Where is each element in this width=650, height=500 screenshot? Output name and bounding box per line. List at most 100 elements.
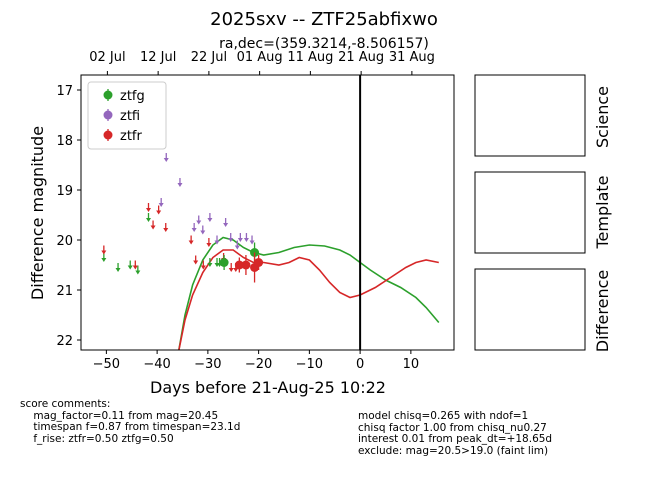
upper-limit-arrowhead [156, 210, 162, 215]
upper-limit-arrowhead [193, 260, 199, 265]
upper-limit-arrowhead [158, 203, 164, 207]
upper-limit-ztfr [101, 245, 107, 255]
upper-limit-arrowhead [132, 265, 138, 270]
upper-limit-arrowhead [206, 243, 212, 247]
upper-limit-ztfi [234, 240, 240, 250]
upper-limit-arrowhead [191, 228, 197, 232]
top-tick-label: 21 Aug [338, 50, 384, 65]
upper-limit-ztfr [193, 255, 199, 265]
detection-ztfr [250, 252, 260, 283]
upper-limit-ztfi [196, 215, 202, 225]
upper-limit-arrowhead [188, 240, 194, 245]
upper-limit-ztfi [223, 218, 229, 227]
upper-limit-ztfi [243, 233, 249, 242]
science-panel: Science [474, 74, 612, 157]
top-tick-label: 31 Aug [389, 50, 435, 65]
y-axis-label: Difference magnitude [28, 126, 47, 300]
chart-subtitle: ra,dec=(359.3214,-8.506157) [219, 36, 429, 52]
x-tick-label: −30 [194, 357, 221, 372]
upper-limit-ztfg [127, 260, 133, 270]
upper-limit-ztfr [145, 203, 151, 212]
template-panel: Template [474, 171, 612, 254]
upper-limit-ztfi [200, 225, 206, 235]
plot-area: −50 −40 −30 −20 −10 0 10 02 Jul 12 Jul 22 Jul 01 A… [56, 50, 455, 372]
x-tick-label: −40 [143, 357, 170, 372]
upper-limit-arrowhead [243, 238, 249, 242]
upper-limit-arrowhead [135, 270, 141, 275]
upper-limit-ztfr [206, 238, 212, 247]
difference-label: Difference [593, 270, 612, 352]
legend: ztfg ztfi ztfr [87, 81, 167, 150]
top-tick-label: 22 Jul [191, 50, 227, 65]
detection-ztfg [219, 255, 229, 270]
y-tick-label: 20 [56, 234, 73, 249]
y-tick-label: 21 [56, 284, 73, 299]
upper-limit-arrowhead [228, 238, 234, 242]
upper-limit-arrowhead [177, 183, 183, 187]
upper-limit-ztfr [132, 260, 138, 270]
data-point [234, 260, 244, 270]
legend-marker [103, 110, 113, 120]
science-label: Science [593, 86, 612, 148]
upper-limit-ztfi [177, 178, 183, 187]
upper-limit-ztfr [228, 263, 234, 272]
model-curve-ztfg [178, 236, 440, 350]
top-tick-label: 11 Aug [287, 50, 333, 65]
x-tick-label: 10 [403, 357, 420, 372]
upper-limit-ztfi [191, 223, 197, 232]
legend-entry-ztfr: ztfr [103, 129, 142, 144]
data-point [219, 258, 229, 267]
legend-label: ztfg [120, 89, 145, 104]
x-tick-label: −20 [245, 357, 272, 372]
upper-limit-arrowhead [214, 240, 220, 245]
upper-limit-ztfg [145, 213, 151, 222]
legend-entry-ztfg: ztfg [103, 89, 145, 104]
upper-limit-arrowhead [150, 225, 156, 230]
upper-limit-arrowhead [127, 265, 133, 270]
upper-limit-arrowhead [101, 258, 107, 262]
upper-limit-arrowhead [228, 268, 234, 272]
x-tick-label: 0 [356, 357, 364, 372]
detection-ztfr [241, 255, 251, 275]
upper-limit-ztfg [135, 265, 141, 275]
legend-label: ztfi [120, 109, 140, 124]
upper-limit-ztfr [150, 220, 156, 230]
upper-limit-arrowhead [145, 208, 151, 212]
template-label: Template [593, 175, 612, 249]
upper-limit-arrowhead [233, 268, 239, 272]
legend-marker [103, 90, 113, 100]
upper-limit-ztfi [163, 153, 169, 162]
model-comments: model chisq=0.265 with ndof=1 chisq fact… [358, 410, 553, 457]
upper-limit-arrowhead [196, 220, 202, 225]
upper-limit-arrowhead [234, 245, 240, 250]
upper-limit-ztfg [115, 263, 121, 272]
upper-limit-ztfr [156, 205, 162, 215]
legend-marker [103, 130, 113, 140]
score-comments: score comments: mag_factor=0.11 from mag… [20, 398, 241, 445]
upper-limit-ztfr [188, 235, 194, 245]
detection-ztfr [254, 255, 264, 270]
x-axis-label: Days before 21-Aug-25 10:22 [150, 378, 386, 397]
upper-limit-ztfi [237, 233, 243, 242]
upper-limit-arrowhead [163, 228, 169, 232]
data-point [241, 260, 251, 270]
upper-limit-ztfi [214, 235, 220, 245]
legend-entry-ztfi: ztfi [103, 109, 140, 124]
y-tick-label: 22 [56, 334, 73, 349]
upper-limit-arrowhead [223, 223, 229, 227]
chart-title: 2025sxv -- ZTF25abfixwo [210, 9, 438, 30]
plot-frame [80, 74, 455, 351]
upper-limit-arrowhead [207, 263, 213, 267]
detection-ztfr [234, 257, 244, 273]
top-tick-label: 12 Jul [140, 50, 176, 65]
y-tick-label: 19 [56, 184, 73, 199]
legend-label: ztfr [120, 129, 142, 144]
upper-limit-ztfi [158, 198, 164, 207]
data-point [254, 258, 264, 267]
model-curve-ztfr [178, 249, 439, 350]
y-tick-label: 17 [56, 84, 73, 99]
top-tick-label: 01 Aug [237, 50, 283, 65]
upper-limit-arrowhead [115, 268, 121, 272]
upper-limit-ztfi [249, 235, 255, 245]
